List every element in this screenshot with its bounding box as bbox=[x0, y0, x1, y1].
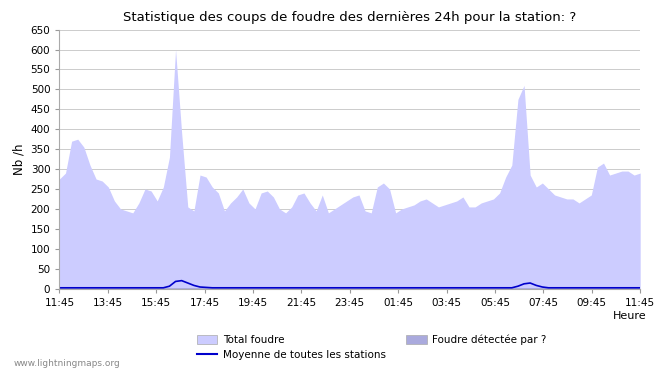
Text: Heure: Heure bbox=[612, 311, 646, 321]
Legend: Total foudre, Moyenne de toutes les stations, Foudre détectée par ?: Total foudre, Moyenne de toutes les stat… bbox=[192, 330, 551, 364]
Title: Statistique des coups de foudre des dernières 24h pour la station: ?: Statistique des coups de foudre des dern… bbox=[123, 11, 576, 24]
Text: www.lightningmaps.org: www.lightningmaps.org bbox=[13, 359, 120, 368]
Y-axis label: Nb /h: Nb /h bbox=[12, 143, 25, 175]
